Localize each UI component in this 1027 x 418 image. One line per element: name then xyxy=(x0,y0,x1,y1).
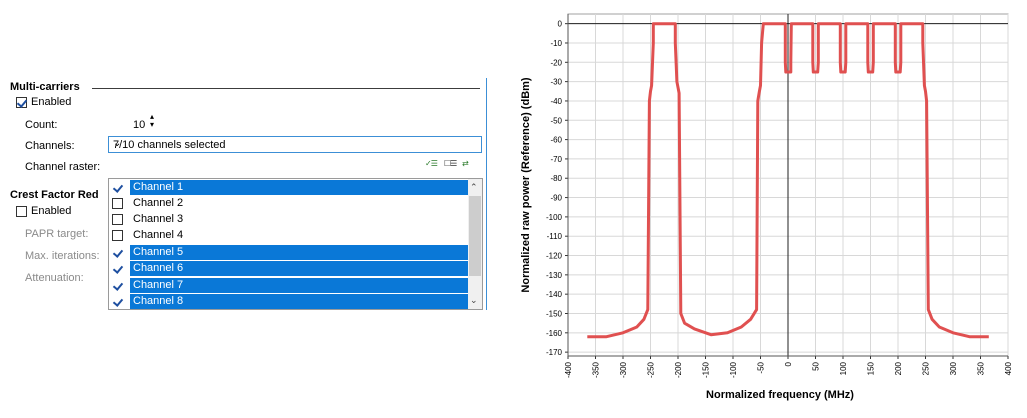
channel-checkbox[interactable] xyxy=(112,182,123,193)
x-tick-label: 250 xyxy=(922,361,931,375)
channels-label: Channels: xyxy=(25,140,75,152)
multi-enabled-label: Enabled xyxy=(31,96,72,108)
y-tick-label: -140 xyxy=(546,290,563,299)
list-scrollbar[interactable]: ⌃ ⌄ xyxy=(468,179,482,309)
scrollbar-thumb[interactable] xyxy=(469,196,481,276)
scroll-down-icon[interactable]: ⌄ xyxy=(470,295,478,305)
x-tick-label: -200 xyxy=(674,361,683,378)
panel-separator xyxy=(486,78,487,310)
list-item[interactable]: Channel 1 xyxy=(110,180,470,195)
x-tick-label: 150 xyxy=(867,361,876,375)
y-tick-label: -160 xyxy=(546,329,563,338)
check-all-icon[interactable]: ✓☰ xyxy=(425,159,438,168)
chart-axes xyxy=(565,14,1009,359)
channel-checkbox[interactable] xyxy=(112,198,123,209)
max-iterations-label: Max. iterations: xyxy=(25,250,100,262)
crest-enabled-label: Enabled xyxy=(31,205,72,217)
y-tick-label: -80 xyxy=(550,174,562,183)
multi-carriers-divider xyxy=(92,88,480,89)
x-tick-label: 200 xyxy=(894,361,903,375)
x-tick-label: -250 xyxy=(647,361,656,378)
channel-checkbox[interactable] xyxy=(112,296,123,307)
y-tick-label: 0 xyxy=(558,20,563,29)
channel-raster-label: Channel raster: xyxy=(25,161,101,173)
list-item[interactable]: Channel 7 xyxy=(110,278,470,293)
multi-carriers-title: Multi-carriers xyxy=(10,81,80,93)
count-value[interactable]: 10 xyxy=(133,119,146,131)
list-item[interactable]: Channel 2 xyxy=(110,196,470,211)
channel-checkbox[interactable] xyxy=(112,230,123,241)
list-item[interactable]: Channel 5 xyxy=(110,245,470,260)
channel-checkbox[interactable] xyxy=(112,280,123,291)
crest-factor-title: Crest Factor Red xyxy=(10,189,99,201)
channels-dropdown-value: 7/10 channels selected xyxy=(113,139,226,151)
scroll-up-icon[interactable]: ⌃ xyxy=(470,182,478,192)
channel-label: Channel 4 xyxy=(133,229,184,241)
y-tick-label: -100 xyxy=(546,213,563,222)
x-tick-label: -400 xyxy=(564,361,573,378)
y-tick-label: -30 xyxy=(550,78,562,87)
channel-label: Channel 8 xyxy=(130,294,468,309)
x-tick-label: 350 xyxy=(977,361,986,375)
list-item[interactable]: Channel 3 xyxy=(110,212,470,227)
spectrum-chart: 0 -10 -20 -30 -40 -50 -60 -70 -80 -90 -100 -110 -120… xyxy=(520,13,1013,401)
x-tick-label: 400 xyxy=(1004,361,1013,375)
count-label: Count: xyxy=(25,119,58,131)
x-tick-label: -350 xyxy=(592,361,601,378)
y-tick-label: -90 xyxy=(550,194,562,203)
channel-list[interactable]: Channel 1 Channel 2 Channel 3 Channel 4 … xyxy=(108,178,483,310)
multi-enabled-checkbox[interactable] xyxy=(16,97,27,108)
y-tick-label: -60 xyxy=(550,136,562,145)
chevron-down-icon: ⌄ xyxy=(113,138,122,149)
channel-label: Channel 3 xyxy=(133,213,184,225)
x-tick-labels: -400 -350 -300 -250 -200 -150 -100 -50 0 50 100 150… xyxy=(564,361,1013,378)
papr-target-label: PAPR target: xyxy=(25,228,89,240)
x-tick-label: -50 xyxy=(757,361,766,373)
channel-label: Channel 2 xyxy=(133,197,184,209)
list-item[interactable]: Channel 8 xyxy=(110,294,470,309)
list-item[interactable]: Channel 4 xyxy=(110,228,470,243)
crest-enabled-checkbox[interactable] xyxy=(16,206,27,217)
y-tick-label: -70 xyxy=(550,155,562,164)
channel-checkbox[interactable] xyxy=(112,263,123,274)
invert-selection-icon[interactable]: ⇄ xyxy=(462,159,469,168)
x-tick-label: -100 xyxy=(729,361,738,378)
y-tick-label: -20 xyxy=(550,58,562,67)
channel-label: Channel 7 xyxy=(130,278,468,293)
channel-label: Channel 5 xyxy=(130,245,468,260)
y-tick-label: -130 xyxy=(546,271,563,280)
channel-label: Channel 6 xyxy=(130,261,468,276)
x-tick-label: 0 xyxy=(784,361,793,366)
y-tick-label: -110 xyxy=(547,232,563,241)
uncheck-all-icon[interactable]: ☐☰ xyxy=(444,159,457,168)
y-tick-label: -150 xyxy=(546,309,563,318)
x-tick-label: -150 xyxy=(702,361,711,378)
y-tick-labels: 0 -10 -20 -30 -40 -50 -60 -70 -80 -90 -100 -110 -120… xyxy=(546,20,563,357)
y-tick-label: -170 xyxy=(546,348,563,357)
y-tick-label: -50 xyxy=(550,116,562,125)
count-stepper-icon[interactable]: ▴ ▾ xyxy=(150,112,155,129)
x-axis-label: Normalized frequency (MHz) xyxy=(706,389,854,401)
channel-label: Channel 1 xyxy=(130,180,468,195)
x-tick-label: 100 xyxy=(839,361,848,375)
y-tick-label: -10 xyxy=(550,39,562,48)
attenuation-label: Attenuation: xyxy=(25,272,84,284)
x-tick-label: 300 xyxy=(949,361,958,375)
y-tick-label: -120 xyxy=(546,252,563,261)
list-item[interactable]: Channel 6 xyxy=(110,261,470,276)
channel-checkbox[interactable] xyxy=(112,214,123,225)
channels-dropdown[interactable]: 7/10 channels selected ⌄ xyxy=(108,136,482,153)
channel-checkbox[interactable] xyxy=(112,247,123,258)
y-axis-label: Normalized raw power (Reference) (dBm) xyxy=(520,77,532,292)
series-line xyxy=(587,22,989,339)
x-tick-label: -300 xyxy=(619,361,628,378)
y-tick-label: -40 xyxy=(550,97,562,106)
x-tick-label: 50 xyxy=(812,361,821,370)
